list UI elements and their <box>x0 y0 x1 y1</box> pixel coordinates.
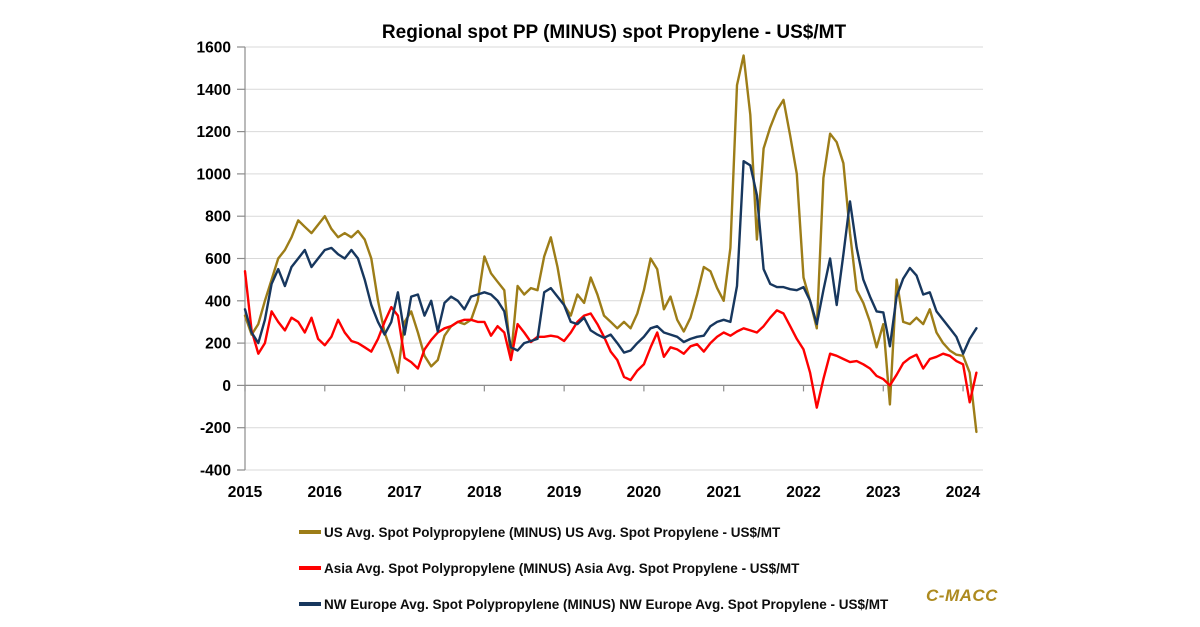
y-tick-label: 1000 <box>197 166 231 183</box>
legend-item-us: US Avg. Spot Polypropylene (MINUS) US Av… <box>299 514 888 550</box>
chart-title: Regional spot PP (MINUS) spot Propylene … <box>381 22 847 43</box>
x-tick-label: 2020 <box>627 484 661 501</box>
y-tick-label: 400 <box>205 293 231 310</box>
legend-item-nw-europe: NW Europe Avg. Spot Polypropylene (MINUS… <box>299 586 888 622</box>
x-tick-label: 2015 <box>228 484 263 501</box>
x-tick-label: 2018 <box>467 484 502 501</box>
series-line-0 <box>243 54 978 434</box>
y-tick-label: 1400 <box>197 82 231 99</box>
y-tick-label: 800 <box>205 209 231 226</box>
y-tick-label: 1200 <box>197 124 231 141</box>
x-tick-label: 2024 <box>946 484 981 501</box>
x-tick-label: 2021 <box>706 484 741 501</box>
y-tick-label: 0 <box>222 378 231 395</box>
x-tick-label: 2017 <box>387 484 421 501</box>
legend-line-us-icon <box>299 530 321 534</box>
x-tick-label: 2019 <box>547 484 582 501</box>
x-tick-label: 2016 <box>308 484 343 501</box>
legend-label-asia: Asia Avg. Spot Polypropylene (MINUS) Asi… <box>324 560 800 576</box>
x-tick-label: 2022 <box>786 484 820 501</box>
y-tick-label: -400 <box>200 463 231 480</box>
y-tick-label: 200 <box>205 336 231 353</box>
legend-line-asia-icon <box>299 566 321 570</box>
legend-line-nw-europe-icon <box>299 602 321 606</box>
legend: US Avg. Spot Polypropylene (MINUS) US Av… <box>299 514 888 622</box>
brand-logo: C-MACC <box>926 586 998 605</box>
series-line-2 <box>243 159 978 355</box>
y-tick-label: -200 <box>200 420 231 437</box>
series-line-1 <box>243 270 978 409</box>
legend-label-us: US Avg. Spot Polypropylene (MINUS) US Av… <box>324 524 781 540</box>
legend-label-nw-europe: NW Europe Avg. Spot Polypropylene (MINUS… <box>324 596 889 612</box>
y-tick-label: 600 <box>205 251 231 268</box>
y-tick-label: 1600 <box>197 40 231 57</box>
x-tick-label: 2023 <box>866 484 901 501</box>
legend-item-asia: Asia Avg. Spot Polypropylene (MINUS) Asi… <box>299 550 888 586</box>
